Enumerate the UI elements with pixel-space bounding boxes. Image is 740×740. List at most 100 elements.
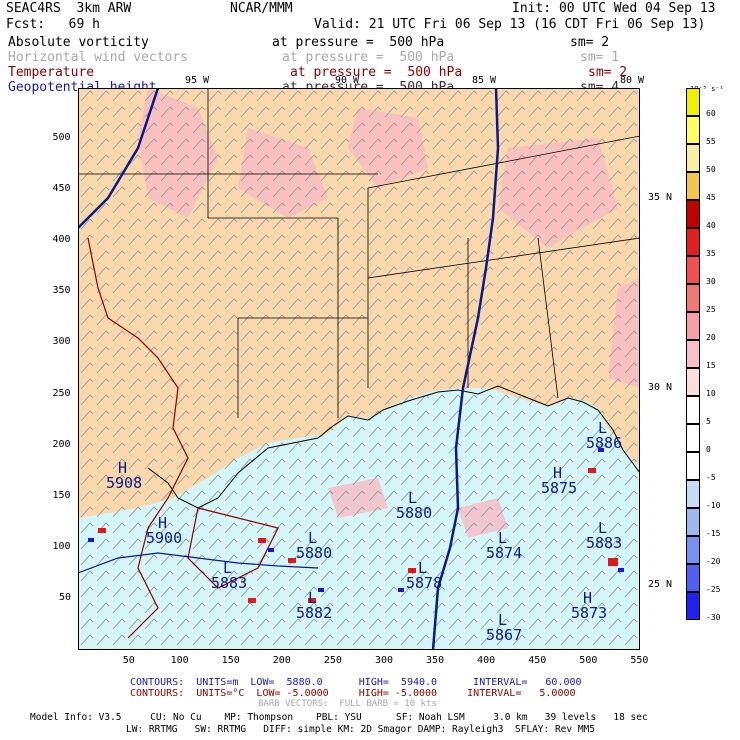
x-tick-label: 50 [122,655,135,666]
field-sm-temperature: sm= 2 [588,65,628,80]
colorbar-swatch [686,564,700,592]
y-tick-label: 450 [52,183,71,195]
height-extremum-value: 5883 [586,534,622,552]
field-level-wind: at pressure = 500 hPa [282,50,455,65]
footer-barb: BARB VECTORS: FULL BARB = 10 kts [258,699,437,709]
colorbar-swatch [686,424,700,452]
colorbar-label: -5 [706,473,716,482]
y-tick-label: 150 [52,489,71,501]
field-level-temperature: at pressure = 500 hPa [290,65,463,80]
x-tick-label: 450 [528,655,547,666]
colorbar-label: 60 [706,109,716,118]
colorbar-swatch [686,536,700,564]
height-extremum-value: 5900 [146,529,182,547]
colorbar-label: 40 [706,221,716,230]
height-extremum-value: 5878 [406,574,442,592]
y-tick-label: 350 [52,285,71,297]
height-extremum-marker: L [498,529,507,547]
colorbar-label: -20 [706,557,721,566]
height-extremum-marker: L [598,519,607,537]
height-extremum-marker: L [498,611,507,629]
lon-label-85w: 85 W [472,75,497,86]
height-extremum-value: 5874 [486,544,522,562]
colorbar-label: 5 [706,417,711,426]
x-tick-label: 300 [374,655,393,666]
height-extremum-value: 5873 [571,604,607,622]
height-extremum-value: 5875 [541,479,577,497]
height-extremum-marker: L [418,559,427,577]
height-extremum-marker: H [118,459,127,477]
x-tick-label: 200 [272,655,291,666]
footer-model-info: Model Info: V3.5 CU: No Cu MP: Thompson … [30,712,648,723]
colorbar-label: -15 [706,529,721,538]
height-extremum-marker: H [553,464,562,482]
x-tick-label: 400 [477,655,496,666]
x-tick-label: 250 [323,655,342,666]
height-extremum-marker: L [598,419,607,437]
y-tick-label: 500 [52,132,71,144]
y-tick-label: 50 [59,591,72,603]
colorbar-label: 50 [706,165,716,174]
field-sm-wind: sm= 1 [580,50,620,65]
colorbar-swatch [686,480,700,508]
model-title: SEAC4RS 3km ARW [6,1,132,16]
center-label: NCAR/MMM [230,1,293,16]
x-tick-label: 100 [170,655,189,666]
footer-physics: LW: RRTMG SW: RRTMG DIFF: simple KM: 2D … [126,724,595,735]
field-name-temperature: Temperature [8,65,95,80]
colorbar-swatch [686,396,700,424]
colorbar-swatch [686,256,700,284]
forecast-hour: Fcst: 69 h [6,17,100,32]
x-tick-label: 150 [221,655,240,666]
init-time: Init: 00 UTC Wed 04 Sep 13 [512,1,716,16]
height-extremum-value: 5886 [586,434,622,452]
height-extremum-value: 5880 [396,504,432,522]
colorbar-label: 45 [706,193,716,202]
footer-temp-contours: CONTOURS: UNITS=°C LOW= -5.0000 HIGH= -5… [130,688,576,699]
height-extremum-marker: H [583,589,592,607]
field-name-wind: Horizontal wind vectors [8,50,189,65]
colorbar-label: 35 [706,249,716,258]
temperature-contour [87,237,279,639]
colorbar-swatch [686,144,700,172]
lon-label-80w: 80 W [620,75,645,86]
height-extremum-marker: H [158,514,167,532]
field-name-vorticity: Absolute vorticity [8,35,149,50]
colorbar-label: 15 [706,361,716,370]
y-tick-label: 250 [52,387,71,399]
y-tick-label: 100 [52,540,71,552]
height-extremum-value: 5908 [106,474,142,492]
colorbar-swatch [686,284,700,312]
lon-label-90w: 90 W [335,75,360,86]
height-extremum-value: 5880 [296,544,332,562]
height-extremum-value: 5882 [296,604,332,622]
y-tick-label: 300 [52,336,71,348]
lon-label-95w: 95 W [185,75,210,86]
colorbar-label: 25 [706,305,716,314]
x-tick-label: 550 [630,655,649,666]
field-level-vorticity: at pressure = 500 hPa [272,35,445,50]
coastline [147,385,640,509]
height-extremum-value: 5867 [486,626,522,644]
colorbar-label: 20 [706,333,716,342]
colorbar-label: 30 [706,277,716,286]
x-tick-label: 350 [426,655,445,666]
colorbar-label: -10 [706,501,721,510]
height-contour [78,552,319,574]
height-extremum-marker: L [308,589,317,607]
colorbar-swatch [686,592,700,620]
colorbar-swatch [686,312,700,340]
footer-height-contours: CONTOURS: UNITS=m LOW= 5880.0 HIGH= 5940… [130,677,582,688]
height-extremum-marker: L [408,489,417,507]
river [78,88,500,650]
height-extremum-marker: L [223,559,232,577]
lat-label-35n: 35 N [648,192,673,203]
colorbar-swatch [686,368,700,396]
colorbar-swatch [686,116,700,144]
lat-label-30n: 30 N [648,382,673,393]
lat-label-25n: 25 N [648,579,673,590]
x-tick-label: 500 [579,655,598,666]
y-tick-label: 200 [52,438,71,450]
y-tick-label: 400 [52,234,71,246]
